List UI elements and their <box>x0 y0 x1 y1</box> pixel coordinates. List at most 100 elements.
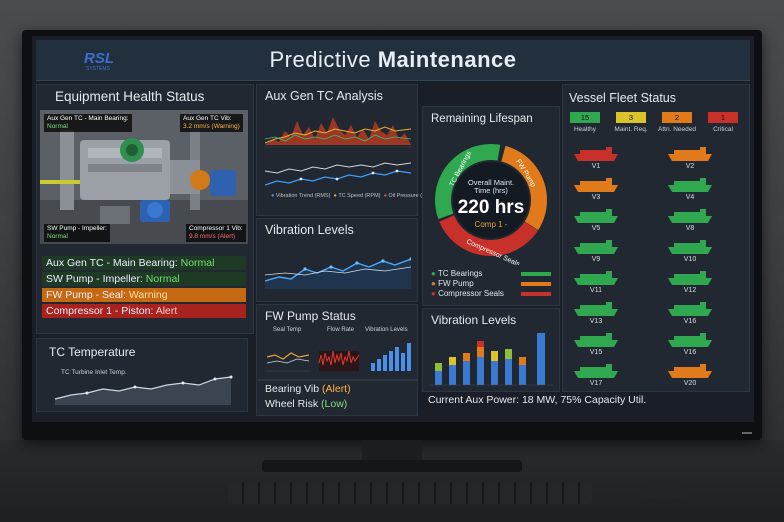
lifespan-donut-chart: TC Bearings FW Pump Compressor Seals <box>435 144 547 265</box>
panel-title: Aux Gen TC Analysis <box>265 89 383 103</box>
fleet-label-attn: Attn. Needed <box>658 126 696 133</box>
monitor-stand-base <box>262 460 522 472</box>
aux-power-status: Current Aux Power: 18 MW, 75% Capacity U… <box>428 394 647 406</box>
image-label-compressor: Compressor 1 Vib: 9.8 mm/s (Alert) <box>186 224 246 242</box>
legend-item: ● Compressor Seals <box>431 289 555 299</box>
status-row-sw-pump[interactable]: SW Pump - Impeller: Normal <box>42 272 246 286</box>
chart-label-vibration: Vibration Levels <box>365 327 408 333</box>
status-badge: Warning <box>128 289 168 301</box>
fw-pump-status-panel: FW Pump Status Seal Temp Flow Rate Vibra… <box>256 304 418 380</box>
fw-pump-mini-charts <box>265 343 411 372</box>
vessel-icon[interactable] <box>574 239 618 255</box>
chart-label-flow-rate: Flow Rate <box>327 327 355 333</box>
image-label-tc-vib: Aux Gen TC Vib: 3.2 mm/s (Warning) <box>180 114 243 132</box>
legend-item: ● FW Pump <box>431 279 555 289</box>
vibration-trend-chart <box>265 117 411 148</box>
wheel-risk-status: Wheel Risk (Low) <box>265 398 348 410</box>
logo-text: RSL <box>84 50 114 67</box>
vibration-levels-bar-panel: Vibration Levels <box>422 308 560 392</box>
image-label-sw-pump: SW Pump - Impeller: Normal <box>44 224 110 242</box>
vessel-label: V16 <box>683 318 697 325</box>
chart-label-seal-temp: Seal Temp <box>273 327 302 333</box>
fleet-count-healthy[interactable]: 15 <box>570 112 600 123</box>
panel-title: Vibration Levels <box>265 223 354 237</box>
vessel-label: V12 <box>683 287 697 294</box>
donut-segment-compressor-seals <box>435 144 547 256</box>
center-sub: Comp 1 - <box>474 220 508 229</box>
dashboard-header: RSL SYSTEMS Predictive Maintenance <box>36 40 750 81</box>
tc-temp-chart <box>54 375 233 405</box>
vessel-icon[interactable] <box>668 270 712 286</box>
vessel-label: V16 <box>683 349 697 356</box>
status-row-main-bearing[interactable]: Aux Gen TC - Main Bearing: Normal <box>42 256 246 270</box>
vessel-icon[interactable] <box>668 301 712 317</box>
vessel-icon[interactable] <box>668 363 712 379</box>
fleet-count-maint[interactable]: 3 <box>616 112 646 123</box>
vessel-label: V15 <box>589 349 603 356</box>
tc-temperature-panel: TC Temperature TC Turbine Inlet Temp. <box>36 338 248 412</box>
vessel-icon[interactable] <box>574 332 618 348</box>
vessel-icon[interactable] <box>574 177 618 193</box>
status-badge: Normal <box>180 257 215 269</box>
engine-illustration <box>40 110 248 244</box>
image-label-main-bearing: Aux Gen TC - Main Bearing: Normal <box>44 114 132 132</box>
legend-item: ● TC Bearings <box>431 269 555 279</box>
donut-segment-tc-bearings <box>435 144 547 256</box>
vessel-label: V1 <box>591 163 601 170</box>
vessel-icon[interactable] <box>574 146 618 162</box>
fleet-count-attn[interactable]: 2 <box>662 112 692 123</box>
panel-title: Equipment Health Status <box>55 89 205 104</box>
monitor-stand <box>362 440 422 462</box>
tc-speed-chart <box>265 162 411 186</box>
vessel-label: V9 <box>591 256 601 263</box>
panel-title: FW Pump Status <box>265 309 356 323</box>
dashboard-screen: RSL SYSTEMS Predictive Maintenance Equip… <box>32 36 754 422</box>
page-title: Predictive Maintenance <box>269 47 517 72</box>
center-value: 220 hrs <box>457 197 525 218</box>
vessel-label: V5 <box>591 225 601 232</box>
vibration-bar-chart <box>429 333 553 386</box>
lifespan-legend: ● TC Bearings ● FW Pump ● Compressor Sea… <box>431 269 555 299</box>
vessel-icon[interactable] <box>668 177 712 193</box>
status-badge: Normal <box>145 273 180 285</box>
bearing-vib-status: Bearing Vib (Alert) <box>265 383 351 395</box>
vessel-label: V3 <box>591 194 601 201</box>
vessel-label: V11 <box>590 287 602 294</box>
status-row-fw-pump[interactable]: FW Pump - Seal: Warning <box>42 288 246 302</box>
monitor-power-led <box>742 432 752 434</box>
panel-title: Remaining Lifespan <box>431 113 533 125</box>
center-label: Overall Maint. Time (hrs) <box>467 178 515 195</box>
chart-label: TC Turbine Inlet Temp. <box>61 369 127 376</box>
vessel-icon[interactable] <box>574 363 618 379</box>
panel-title: TC Temperature <box>49 345 136 359</box>
vibration-line-chart <box>265 257 411 289</box>
fleet-count-critical[interactable]: 1 <box>708 112 738 123</box>
vessel-label: V4 <box>685 194 695 201</box>
vessel-label: V10 <box>683 256 697 263</box>
logo-subtext: SYSTEMS <box>86 66 111 72</box>
fleet-label-critical: Critical <box>713 126 733 133</box>
vessel-icon[interactable] <box>668 239 712 255</box>
vessel-icon[interactable] <box>574 301 618 317</box>
fleet-label-maint: Maint. Req. <box>614 126 648 133</box>
vessel-icon[interactable] <box>574 208 618 224</box>
company-logo: RSL SYSTEMS <box>84 50 114 72</box>
bearing-risk-panel: Bearing Vib (Alert) Wheel Risk (Low) <box>256 380 418 416</box>
panel-title: Vessel Fleet Status <box>569 91 677 105</box>
vessel-label: V20 <box>683 380 697 387</box>
status-row-compressor[interactable]: Compressor 1 - Piston: Alert <box>42 304 246 318</box>
mouse <box>636 480 690 500</box>
vessel-label: V17 <box>589 380 603 387</box>
vessel-icon[interactable] <box>668 208 712 224</box>
fleet-label-healthy: Healthy <box>573 126 597 133</box>
vessel-label: V2 <box>685 163 695 170</box>
vessel-icon[interactable] <box>668 332 712 348</box>
vessel-icon[interactable] <box>668 146 712 162</box>
vessel-label: V13 <box>589 318 603 325</box>
keyboard <box>228 482 592 504</box>
aux-gen-analysis-panel: Aux Gen TC Analysis ● Vibration Trend (R… <box>256 84 432 216</box>
vessel-icon[interactable] <box>574 270 618 286</box>
chart-legend: ● Vibration Trend (RMS) ● TC Speed (RPM)… <box>271 193 432 199</box>
status-badge: Alert <box>155 305 178 317</box>
remaining-lifespan-panel: Remaining Lifespan TC Bearings FW Pump C… <box>422 106 560 306</box>
